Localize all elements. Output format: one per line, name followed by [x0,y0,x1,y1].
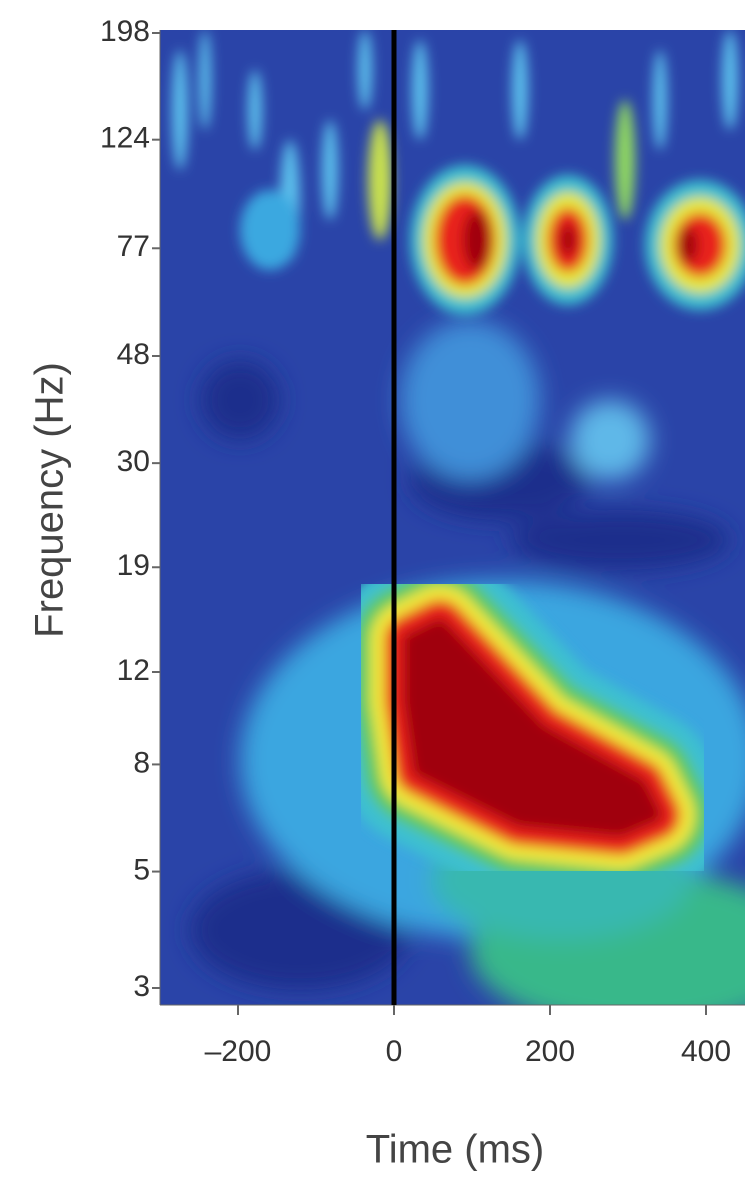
y-tick-label: 124 [100,122,150,155]
y-tick-label: 198 [100,15,150,48]
y-tick-label: 8 [133,746,150,779]
y-tick-label: 12 [117,654,150,687]
heatmap [160,30,745,1005]
y-tick-label: 30 [117,445,150,478]
y-tick-label: 48 [117,338,150,371]
y-tick-label: 19 [117,549,150,582]
x-axis-label: Time (ms) [366,1128,544,1172]
y-tick-label: 5 [133,853,150,886]
x-tick-label: 400 [681,1035,731,1068]
x-tick-label: –200 [205,1035,272,1068]
y-axis-label: Frequency (Hz) [28,362,72,638]
y-tick-label: 3 [133,970,150,1003]
y-tick-label: 77 [117,230,150,263]
x-tick-label: 0 [386,1035,403,1068]
x-tick-label: 200 [525,1035,575,1068]
